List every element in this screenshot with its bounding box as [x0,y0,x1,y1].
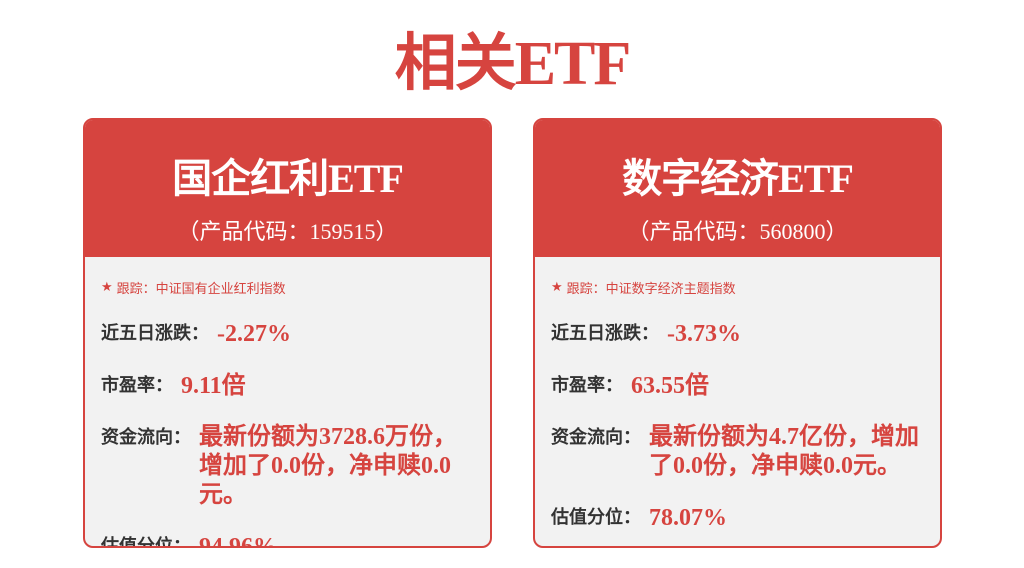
star-icon: ★ [101,279,113,295]
page-title: 相关ETF [394,30,632,98]
etf-code: （产品代码：159515） [177,219,398,244]
change-label: 近五日涨跌： [101,323,209,344]
flow-label: 资金流向： [101,427,191,448]
pe-label: 市盈率： [551,375,623,396]
pe-label: 市盈率： [101,375,173,396]
change-value: -3.73% [667,321,741,347]
pe-value: 9.11倍 [181,373,246,399]
card-header: 数字经济ETF （产品代码：560800） [535,120,940,257]
flow-value: 最新份额为4.7亿份，增加了0.0份，净申赎0.0元。 [649,424,919,479]
change-value: -2.27% [217,321,291,347]
pe-value: 63.55倍 [631,373,709,399]
track-index: 跟踪：中证数字经济主题指数 [566,281,736,297]
card-header: 国企红利ETF （产品代码：159515） [85,120,490,257]
etf-card-0: 国企红利ETF （产品代码：159515） ★ 跟踪：中证国有企业红利指数 近五日… [83,118,492,548]
valuation-value: 78.07% [649,505,727,531]
valuation-label: 估值分位： [101,536,191,548]
etf-code: （产品代码：560800） [627,219,848,244]
flow-value: 最新份额为3728.6万份，增加了0.0份，净申赎0.0元。 [199,424,457,508]
valuation-label: 估值分位： [551,507,641,528]
track-index: 跟踪：中证国有企业红利指数 [116,281,286,297]
etf-name: 数字经济ETF [622,156,854,201]
flow-label: 资金流向： [551,427,641,448]
etf-name: 国企红利ETF [172,156,404,201]
valuation-value: 94.96% [199,534,277,548]
star-icon: ★ [551,279,563,295]
change-label: 近五日涨跌： [551,323,659,344]
etf-card-1: 数字经济ETF （产品代码：560800） ★ 跟踪：中证数字经济主题指数 近五日… [533,118,942,548]
